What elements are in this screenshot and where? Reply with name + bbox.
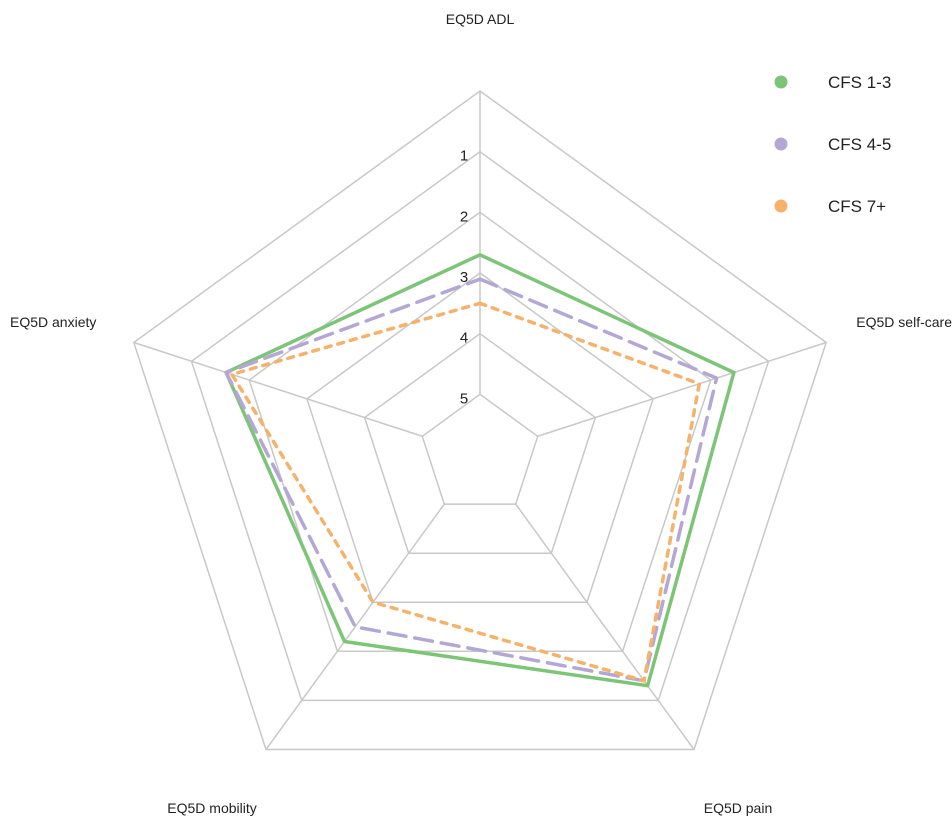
axis-label-eq5d-anxiety: EQ5D anxiety	[10, 314, 96, 330]
radial-tick-labels: 1 2 3 4 5	[460, 148, 468, 408]
grid-ring-4	[363, 332, 597, 554]
grid-ring-5	[421, 393, 539, 505]
grid-ring-0	[132, 90, 828, 751]
legend-marker-cfs-1-3	[774, 75, 788, 89]
spoke-eq5d-mobility	[265, 503, 445, 750]
axis-labels: EQ5D ADL EQ5D self-care EQ5D pain EQ5D mobi…	[10, 11, 952, 816]
axis-label-eq5d-pain: EQ5D pain	[704, 800, 772, 816]
series-cfs-7	[230, 301, 702, 683]
legend: CFS 1-3 CFS 4-5 CFS 7+	[774, 73, 891, 216]
spoke-eq5d-anxiety	[133, 341, 423, 437]
series-cfs-1-3	[224, 253, 736, 688]
tick-label-4: 4	[460, 330, 468, 347]
tick-label-1: 1	[460, 148, 468, 165]
series-cfs-4-5	[224, 277, 719, 683]
legend-label-cfs-7: CFS 7+	[828, 197, 886, 216]
axis-label-eq5d-self-care: EQ5D self-care	[856, 314, 952, 330]
tick-label-5: 5	[460, 390, 468, 407]
axis-label-eq5d-adl: EQ5D ADL	[446, 11, 515, 27]
data-series	[224, 253, 736, 688]
legend-label-cfs-4-5: CFS 4-5	[828, 135, 891, 154]
tick-label-2: 2	[460, 208, 468, 225]
tick-label-3: 3	[460, 269, 468, 286]
grid-ring-1	[190, 150, 770, 702]
legend-label-cfs-1-3: CFS 1-3	[828, 73, 891, 92]
legend-marker-cfs-7	[774, 199, 788, 213]
axis-label-eq5d-mobility: EQ5D mobility	[167, 800, 256, 816]
grid-ring-3	[306, 272, 654, 603]
legend-marker-cfs-4-5	[774, 137, 788, 151]
spoke-eq5d-pain	[515, 503, 695, 750]
spoke-eq5d-self-care	[537, 341, 827, 437]
